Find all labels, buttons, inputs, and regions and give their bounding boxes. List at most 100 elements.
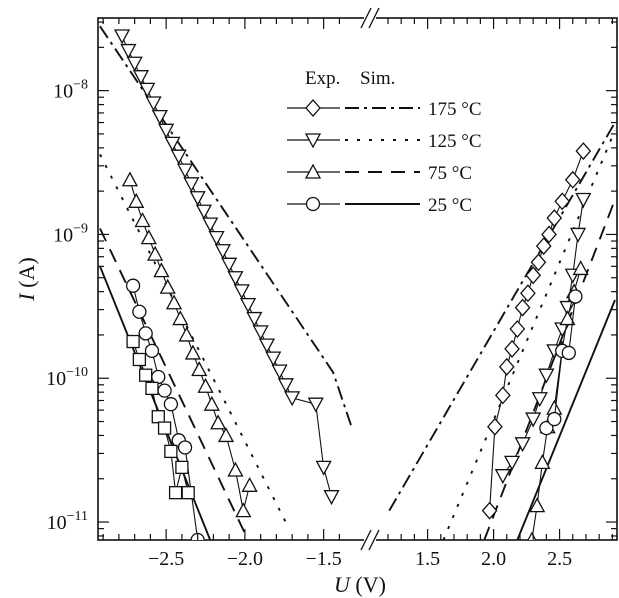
exp-point-0-11: [541, 225, 557, 244]
exp-point-4-1: [132, 352, 147, 367]
exp-point-1-36: [538, 368, 555, 384]
y-axis-label-var: I: [14, 292, 39, 302]
exp-point-1-1: [120, 43, 137, 59]
exp-point-3-3: [144, 343, 160, 359]
x-axis-label: U (V): [334, 572, 386, 597]
x-tick-label: 2.0: [481, 548, 506, 570]
exp-point-1-24: [265, 351, 282, 367]
y-axis-label-unit: (A): [14, 257, 39, 293]
exp-point-0-9: [530, 253, 547, 272]
exp-point-2-5: [153, 262, 170, 278]
exp-point-2-2: [134, 212, 151, 228]
exp-point-0-4: [504, 339, 520, 358]
y-tick-label-exp: −10: [66, 365, 88, 380]
y-tick-label-exp: −9: [73, 221, 88, 236]
exp-point-2-18: [241, 476, 258, 492]
exp-line-3-0: [132, 285, 199, 540]
y-tick-label-base: 10: [53, 224, 73, 246]
exp-point-0-12: [546, 209, 563, 228]
axis-break-top-1: [368, 7, 380, 29]
exp-point-1-18: [227, 271, 244, 287]
axis-break-cover-top: [364, 6, 376, 22]
exp-point-1-15: [208, 230, 225, 247]
legend-label: 25 °C: [428, 195, 472, 216]
exp-point-1-20: [239, 297, 257, 313]
exp-point-4-0: [126, 334, 140, 349]
sim-line-1-1: [442, 129, 616, 540]
x-tick-label: 1.5: [415, 548, 440, 570]
exp-point-1-26: [277, 378, 294, 394]
exp-point-3-10: [539, 420, 554, 436]
exp-point-1-31: [494, 469, 511, 485]
exp-point-2-1: [128, 192, 145, 208]
y-tick-label: 10−9: [53, 221, 88, 246]
exp-point-3-14: [568, 289, 583, 304]
exp-point-1-35: [531, 392, 548, 408]
x-tick-label: −1.5: [306, 548, 342, 570]
plot-area: [97, 17, 618, 541]
exp-point-1-9: [170, 149, 187, 165]
sim-line-2-1: [483, 199, 616, 540]
exp-point-4-4: [151, 410, 165, 424]
exp-point-2-21: [534, 453, 551, 470]
y-tick-label-base: 10: [46, 368, 66, 390]
exp-point-2-4: [147, 245, 164, 261]
y-tick-label-exp: −8: [73, 78, 88, 93]
exp-point-0-10: [535, 237, 552, 256]
y-axis-label: I (A): [14, 257, 39, 301]
exp-point-1-22: [252, 325, 269, 341]
exp-point-1-29: [315, 460, 332, 476]
legend-marker-diamond: [305, 99, 321, 117]
exp-point-0-13: [554, 192, 571, 211]
sim-line-0-1: [388, 122, 616, 512]
exp-point-1-42: [575, 192, 592, 208]
exp-point-1-21: [246, 311, 263, 327]
x-axis-label-unit: (V): [350, 572, 386, 597]
exp-point-1-32: [503, 455, 521, 471]
exp-point-1-33: [514, 437, 531, 453]
exp-point-1-11: [183, 177, 200, 193]
exp-point-4-9: [181, 486, 195, 500]
axis-break-bottom-1: [368, 529, 380, 551]
exp-point-4-3: [145, 381, 159, 396]
exp-point-2-16: [227, 461, 244, 477]
exp-point-0-3: [498, 357, 515, 376]
exp-point-2-20: [529, 497, 546, 513]
exp-point-2-27: [572, 260, 589, 276]
exp-point-0-14: [564, 170, 581, 189]
exp-point-0-7: [520, 284, 536, 303]
exp-point-3-6: [163, 397, 179, 412]
exp-point-1-12: [189, 191, 206, 207]
exp-point-1-2: [126, 56, 143, 72]
y-tick-label-exp: −11: [67, 509, 88, 524]
legend-label: 175 °C: [428, 99, 482, 120]
exp-point-4-7: [168, 486, 183, 500]
x-axis-label-var: U: [334, 572, 352, 597]
exp-point-1-34: [525, 412, 542, 428]
exp-point-2-3: [140, 229, 157, 245]
exp-point-1-10: [176, 163, 194, 179]
exp-point-2-10: [184, 344, 202, 360]
exp-point-0-15: [575, 142, 592, 161]
sim-line-3-1: [516, 299, 616, 540]
exp-point-1-19: [233, 284, 250, 300]
exp-point-3-2: [138, 326, 153, 341]
legend-marker-triangle-up: [304, 163, 322, 179]
y-tick-label: 10−11: [47, 509, 88, 534]
exp-point-0-1: [487, 417, 503, 436]
exp-point-1-30: [323, 490, 340, 506]
legend: Exp. Sim. 175 °C 125 °C 75 °C 25 °C: [287, 68, 482, 216]
exp-point-2-7: [165, 294, 183, 310]
exp-point-2-12: [197, 377, 214, 393]
exp-point-4-5: [157, 421, 172, 435]
exp-point-1-16: [214, 244, 231, 260]
y-tick-label: 10−10: [46, 365, 88, 390]
exp-point-3-5: [157, 383, 172, 398]
sim-line-2-0: [99, 228, 249, 540]
exp-point-1-28: [307, 397, 324, 413]
exp-point-3-4: [151, 369, 166, 385]
exp-point-2-14: [210, 414, 227, 430]
exp-point-3-8: [177, 440, 193, 455]
exp-point-1-6: [151, 109, 168, 125]
